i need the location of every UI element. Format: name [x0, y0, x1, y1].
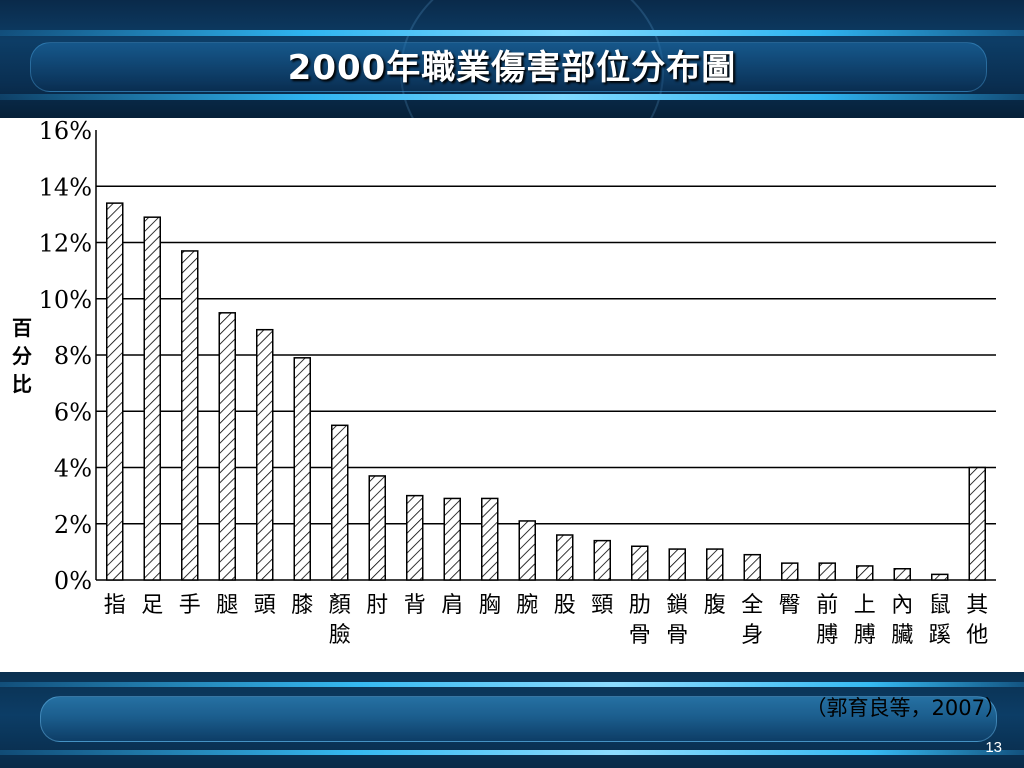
bar-全身 [743, 553, 761, 581]
x-tick-label: 肋 [629, 593, 651, 618]
x-tick-label: 顏 [329, 593, 351, 618]
x-tick-label: 前 [816, 593, 838, 618]
header-panel [30, 42, 987, 92]
bar-指 [106, 202, 124, 581]
y-axis-label: 百 分 比 [6, 314, 38, 398]
bar-背 [406, 494, 424, 581]
x-tick-labels: 指足手腿頭膝顏臉肘背肩胸腕股頸肋骨鎖骨腹 全身臀 前膊上膊內臟鼠蹊其他 [104, 593, 989, 648]
footer-glow-line-top [0, 682, 1024, 687]
x-tick-label: 胸 [479, 593, 501, 618]
x-tick-label: 腕 [516, 593, 538, 618]
x-tick-label: 骨 [666, 623, 688, 648]
bar-膝 [293, 357, 311, 581]
x-tick-label: 背 [404, 593, 426, 618]
y-axis-label-char: 比 [12, 372, 32, 396]
bar-足 [143, 216, 161, 581]
y-tick-label: 12% [39, 230, 92, 258]
bar-鼠蹊 [931, 573, 949, 581]
bar-股 [556, 534, 574, 581]
x-tick-label: 上 [854, 593, 876, 618]
x-tick-label: 蹊 [929, 623, 951, 648]
header-glow-line-top [0, 30, 1024, 36]
bar-鎖骨 [668, 548, 686, 581]
bar-腹 [706, 548, 724, 581]
x-tick-label: 內 [891, 593, 913, 618]
y-tick-label: 10% [39, 286, 92, 314]
header-band [0, 0, 1024, 118]
bar-肋骨 [631, 545, 649, 581]
bar-內臟 [893, 568, 911, 581]
x-tick-label: 全 [741, 593, 763, 618]
bar-胸 [481, 497, 499, 581]
bar-上膊 [856, 565, 874, 581]
y-tick-label: 8% [54, 342, 92, 370]
bar-前膊 [818, 562, 836, 581]
bar-手 [181, 250, 199, 581]
x-tick-label: 手 [179, 593, 201, 618]
x-tick-label: 他 [966, 623, 988, 648]
x-tick-label: 頸 [591, 593, 613, 618]
x-tick-label: 臟 [891, 623, 913, 648]
x-tick-label: 臀 [779, 593, 801, 618]
x-tick-label: 肩 [441, 593, 463, 618]
x-tick-label: 頭 [254, 593, 276, 618]
x-tick-label: 鎖 [666, 593, 688, 618]
footer-glow-line-bottom [0, 750, 1024, 755]
x-tick-label: 鼠 [929, 593, 951, 618]
page-number: 13 [985, 739, 1002, 756]
x-tick-label: 其 [966, 593, 988, 618]
x-tick-label: 股 [554, 593, 576, 618]
x-tick-label: 腿 [216, 593, 238, 618]
bar-顏臉 [331, 424, 349, 581]
y-tick-label: 14% [39, 173, 92, 201]
bar-頸 [593, 539, 611, 581]
bar-臀 [781, 562, 799, 581]
x-tick-label: 足 [141, 593, 163, 618]
y-tick-label: 0% [54, 567, 92, 595]
y-tick-label: 6% [54, 398, 92, 426]
header-glow-line-bottom [0, 94, 1024, 100]
bar-腿 [218, 312, 236, 581]
grid-lines [95, 130, 996, 581]
x-tick-label: 身 [741, 623, 763, 648]
x-tick-label: 指 [104, 593, 126, 618]
bar-chart: 0% 2% 4% 6% 8% 10% 12% 14% 16% 指足手腿頭膝顏臉肘背肩胸腕股頸肋骨… [39, 118, 996, 648]
bar-肘 [368, 475, 386, 581]
y-axis-label-char: 百 [12, 316, 32, 340]
x-tick-label: 臉 [329, 623, 351, 648]
x-tick-label: 膝 [291, 593, 313, 618]
bars [106, 202, 986, 581]
bar-頭 [256, 328, 274, 581]
x-tick-label: 膊 [816, 623, 838, 648]
y-tick-label: 16% [39, 118, 92, 145]
x-tick-label: 膊 [854, 623, 876, 648]
citation: （郭育良等，2007） [805, 696, 1006, 720]
bar-其他 [968, 466, 986, 581]
bar-腕 [518, 520, 536, 581]
x-tick-label: 肘 [366, 593, 388, 618]
footer-panel [40, 696, 997, 742]
y-tick-labels: 0% 2% 4% 6% 8% 10% 12% 14% 16% [39, 118, 92, 595]
y-axis-label-char: 分 [12, 344, 32, 368]
bar-肩 [443, 497, 461, 581]
y-tick-label: 2% [54, 511, 92, 539]
slide-title: 2000年職業傷害部位分布圖 [287, 48, 737, 88]
y-tick-label: 4% [54, 455, 92, 483]
footer-band [0, 672, 1024, 768]
x-tick-label: 骨 [629, 623, 651, 648]
x-tick-label: 腹 [704, 593, 726, 618]
